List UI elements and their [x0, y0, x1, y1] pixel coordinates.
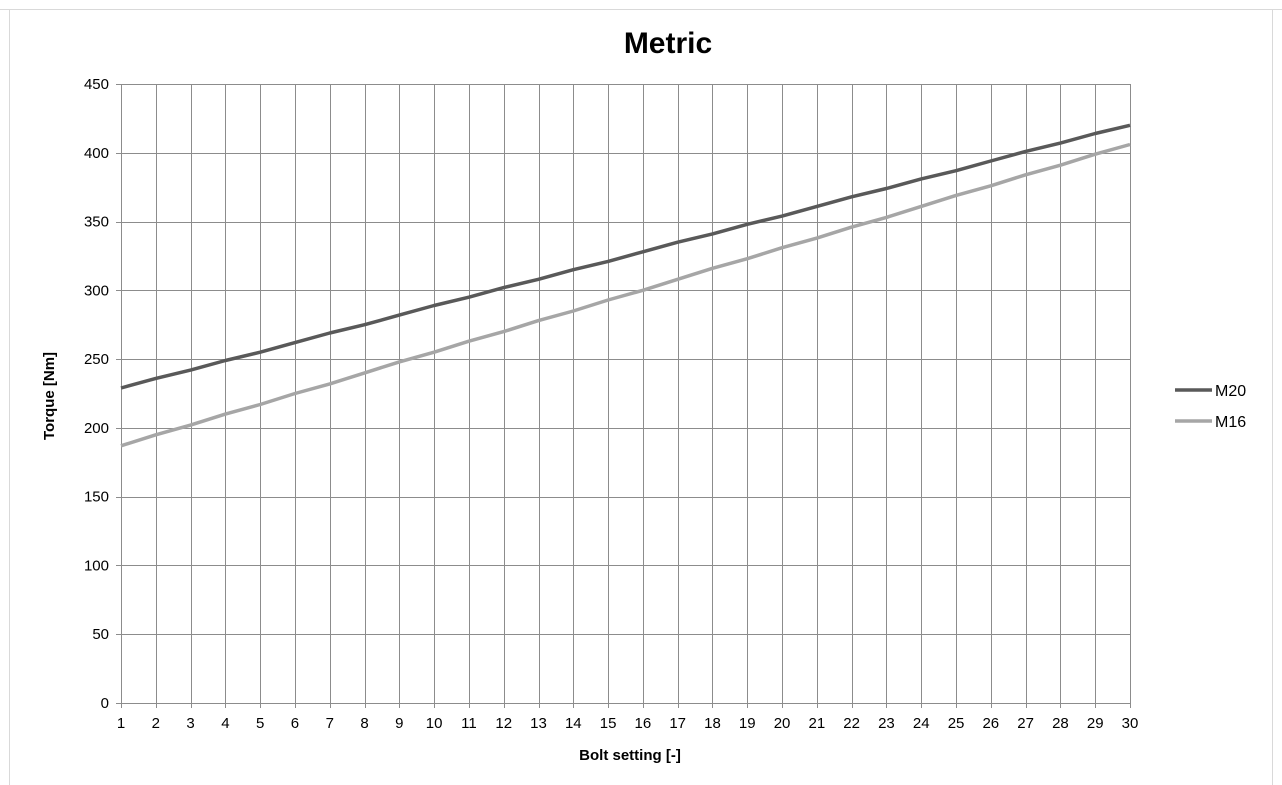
x-tick-label: 16 — [635, 715, 652, 732]
x-axis-label: Bolt setting [-] — [579, 747, 681, 764]
y-tick-label: 100 — [84, 557, 109, 574]
x-tick-label: 6 — [291, 715, 299, 732]
x-tick-label: 30 — [1122, 715, 1139, 732]
chart-title: Metric — [624, 27, 712, 60]
y-tick-label: 450 — [84, 76, 109, 93]
x-tick-label: 21 — [809, 715, 826, 732]
x-tick-label: 4 — [221, 715, 229, 732]
grid — [116, 84, 1131, 704]
x-tick-label: 7 — [326, 715, 334, 732]
x-tick-label: 22 — [843, 715, 860, 732]
x-tick-label: 23 — [878, 715, 895, 732]
x-tick-label: 2 — [152, 715, 160, 732]
x-tick-label: 29 — [1087, 715, 1104, 732]
x-tick-label: 17 — [669, 715, 686, 732]
y-tick-label: 150 — [84, 489, 109, 506]
series-lines — [121, 125, 1130, 446]
x-tick-label: 27 — [1017, 715, 1034, 732]
x-tick-label: 3 — [186, 715, 194, 732]
x-tick-label: 13 — [530, 715, 547, 732]
x-tick-label: 1 — [117, 715, 125, 732]
series-line-m16 — [121, 145, 1130, 446]
x-tick-label: 8 — [360, 715, 368, 732]
x-tick-label: 20 — [774, 715, 791, 732]
y-tick-label: 250 — [84, 351, 109, 368]
x-tick-label: 11 — [461, 715, 477, 732]
x-tick-label: 9 — [395, 715, 403, 732]
x-tick-label: 19 — [739, 715, 756, 732]
legend-label-m16: M16 — [1215, 414, 1246, 431]
x-tick-label: 24 — [913, 715, 930, 732]
x-tick-label: 26 — [982, 715, 999, 732]
x-tick-label: 10 — [426, 715, 443, 732]
x-tick-label: 25 — [948, 715, 965, 732]
series-line-m20 — [121, 125, 1130, 388]
y-tick-label: 300 — [84, 282, 109, 299]
x-tick-label: 12 — [495, 715, 512, 732]
legend-label-m20: M20 — [1215, 383, 1246, 400]
x-tick-label: 28 — [1052, 715, 1069, 732]
y-tick-label: 200 — [84, 420, 109, 437]
y-axis-label: Torque [Nm] — [41, 352, 58, 440]
x-tick-label: 5 — [256, 715, 264, 732]
x-tick-label: 18 — [704, 715, 721, 732]
legend: M20 M16 — [1175, 383, 1246, 431]
chart-frame — [0, 10, 1282, 785]
y-tick-label: 0 — [101, 695, 109, 712]
y-tick-label: 50 — [92, 626, 109, 643]
x-tick-label: 14 — [565, 715, 582, 732]
y-tick-label: 400 — [84, 145, 109, 162]
y-tick-label: 350 — [84, 214, 109, 231]
x-tick-label: 15 — [600, 715, 617, 732]
